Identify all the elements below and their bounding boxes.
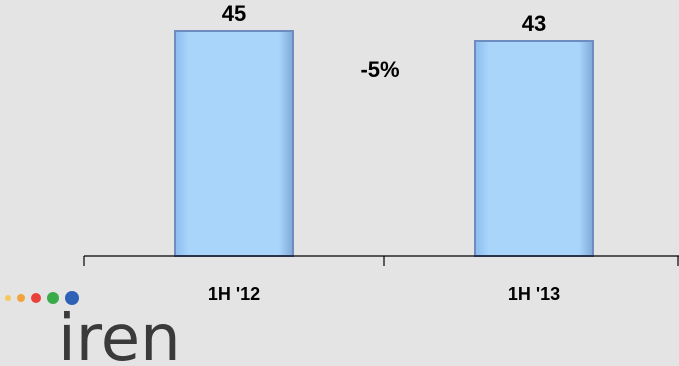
logo-dot-3 [31, 293, 41, 303]
logo-dot-1 [5, 295, 11, 301]
bars-group [174, 30, 594, 257]
x-tick-label-2: 1H '13 [508, 284, 560, 304]
x-tick-label-1: 1H '12 [208, 284, 260, 304]
bar-2 [474, 40, 594, 257]
bar-1 [174, 30, 294, 257]
logo-dot-4 [47, 292, 59, 304]
data-label-2: 43 [522, 11, 546, 36]
data-labels-group: 45 43 [222, 1, 546, 36]
x-axis-tick-labels: 1H '12 1H '13 [208, 284, 560, 304]
x-axis-ticks [83, 256, 679, 266]
logo-dot-2 [17, 294, 25, 302]
iren-logo: iren [5, 291, 181, 366]
logo-dots [5, 291, 79, 305]
data-label-1: 45 [222, 1, 246, 26]
logo-dot-5 [65, 291, 79, 305]
change-annotation: -5% [360, 57, 399, 82]
logo-wordmark: iren [58, 302, 181, 366]
